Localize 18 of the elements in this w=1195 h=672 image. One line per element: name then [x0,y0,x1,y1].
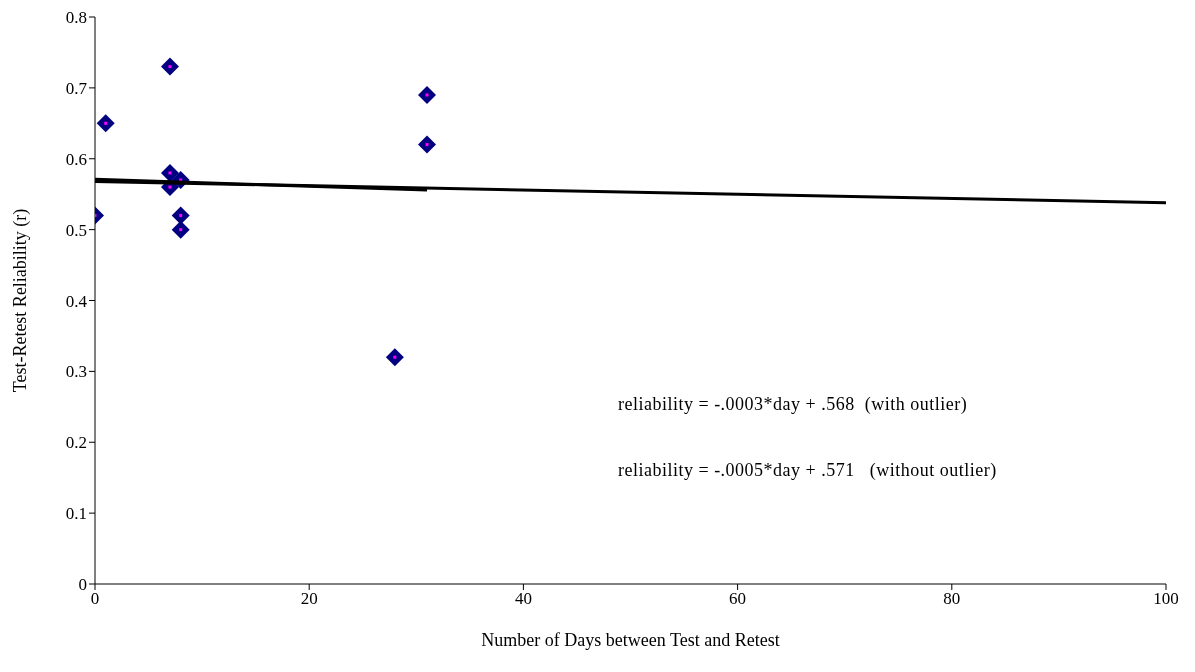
y-tick-label: 0 [78,575,87,595]
x-tick-label: 20 [300,589,318,609]
y-tick-label: 0.4 [65,291,88,311]
y-tick-label: 0.8 [65,8,87,28]
y-tick-label: 0.1 [65,504,87,524]
x-axis-title: Number of Days between Test and Retest [481,630,780,650]
x-tick-label: 60 [729,589,747,609]
y-tick-label: 0.3 [65,362,87,382]
annotation: reliability = -.0005*day + .571 (without outlier) [618,460,997,481]
y-axis-title: Test-Retest Reliability (r) [10,208,32,393]
annotation: reliability = -.0003*day + .568 (with outlier) [618,394,968,415]
y-tick-label: 0.6 [65,149,87,169]
x-tick-label: 40 [514,589,532,609]
y-tick-label: 0.2 [65,433,87,453]
y-tick-label: 0.7 [65,78,88,98]
x-tick-label: 80 [943,589,961,609]
x-tick-label: 100 [1153,589,1179,609]
y-tick-label: 0.5 [65,220,87,240]
